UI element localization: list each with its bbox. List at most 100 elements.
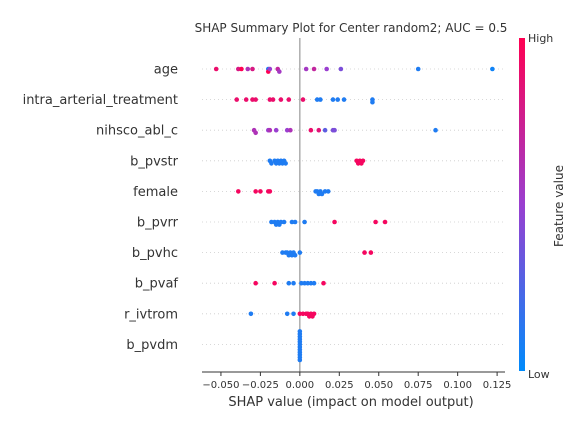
feature-label: b_pvrr	[137, 216, 179, 231]
shap-point	[284, 311, 290, 317]
shap-point	[278, 97, 284, 102]
shap-point	[324, 66, 329, 72]
colorbar-axis-label: Feature value	[552, 165, 566, 247]
shap-point	[286, 97, 292, 102]
shap-point	[258, 189, 263, 194]
shap-point	[362, 250, 367, 255]
x-tick-label: 0.025	[325, 380, 354, 391]
shap-point	[305, 280, 311, 286]
x-tick-label: 0.100	[443, 380, 472, 391]
shap-point	[382, 219, 388, 225]
shap-point	[292, 252, 298, 258]
x-axis-ticks: −0.050 −0.025 0.000 0.025 0.050 0.075 0.100 0.1…	[202, 372, 511, 391]
shap-point	[273, 127, 279, 133]
shap-point	[322, 127, 328, 133]
shap-point	[341, 97, 347, 102]
shap-point	[267, 66, 273, 72]
colorbar-low-label: Low	[528, 368, 550, 381]
colorbar-gradient	[519, 38, 525, 371]
x-tick-label: 0.075	[404, 380, 433, 391]
x-tick-label: 0.050	[364, 380, 393, 391]
shap-point	[302, 280, 307, 286]
shap-point	[330, 97, 336, 102]
shap-point	[415, 66, 421, 72]
shap-point	[368, 250, 374, 255]
shap-point	[303, 66, 309, 72]
shap-point	[311, 311, 317, 317]
x-axis-label: SHAP value (impact on model output)	[228, 395, 473, 410]
shap-point	[250, 66, 255, 72]
shap-point	[253, 280, 258, 286]
shap-point	[245, 66, 251, 72]
shap-point	[248, 311, 254, 317]
shap-point	[297, 329, 303, 334]
shap-point	[311, 66, 317, 72]
shap-point	[213, 66, 219, 72]
shap-point	[269, 161, 274, 166]
shap-point	[267, 189, 273, 194]
x-tick-label: −0.025	[242, 380, 279, 391]
shap-point	[338, 66, 344, 72]
shap-point	[291, 311, 296, 317]
shap-point	[284, 127, 290, 133]
shap-point	[300, 311, 306, 317]
shap-point	[321, 280, 326, 286]
feature-label: b_pvstr	[130, 154, 179, 169]
shap-point	[280, 250, 285, 255]
shap-point	[277, 69, 282, 74]
feature-label: nihsco_abl_c	[96, 124, 178, 139]
shap-point	[283, 161, 288, 166]
shap-point	[319, 191, 325, 197]
shap-point	[302, 219, 307, 225]
shap-point	[236, 189, 241, 194]
shap-point	[332, 127, 337, 133]
shap-point	[278, 219, 284, 225]
feature-label: b_pvdm	[126, 338, 178, 353]
feature-label: b_pvhc	[132, 246, 178, 261]
colorbar: High Low Feature value	[519, 32, 566, 381]
shap-point	[490, 66, 495, 72]
shap-point	[300, 97, 306, 102]
shap-point	[267, 97, 273, 102]
shap-point	[243, 97, 249, 102]
shap-point	[270, 97, 276, 102]
shap-point	[286, 280, 292, 286]
shap-points	[213, 66, 495, 363]
shap-point	[236, 66, 241, 72]
shap-point	[281, 219, 287, 225]
shap-point	[308, 280, 314, 286]
shap-point	[433, 127, 438, 133]
x-tick-label: 0.000	[286, 380, 315, 391]
x-tick-label: 0.125	[483, 380, 512, 391]
shap-point	[297, 250, 303, 255]
feature-rows: age intra_arterial_treatment nihsco_abl_cb…	[23, 63, 505, 353]
colorbar-high-label: High	[528, 32, 553, 45]
shap-point	[253, 189, 258, 194]
shap-point	[332, 219, 337, 225]
shap-point	[234, 97, 240, 102]
shap-point	[292, 219, 298, 225]
shap-point	[299, 280, 304, 286]
shap-point	[289, 219, 295, 225]
shap-point	[311, 280, 317, 286]
shap-point	[267, 127, 273, 133]
shap-point	[269, 219, 274, 225]
shap-point	[360, 158, 366, 164]
shap-point	[308, 127, 314, 133]
shap-point	[272, 280, 277, 286]
shap-point	[297, 311, 303, 317]
feature-label: b_pvaf	[135, 277, 179, 292]
shap-point	[297, 357, 303, 363]
shap-point	[370, 99, 375, 105]
feature-label: intra_arterial_treatment	[23, 93, 178, 108]
shap-point	[335, 97, 341, 102]
shap-point	[318, 97, 323, 102]
feature-label: female	[133, 185, 178, 200]
shap-point	[288, 127, 293, 133]
shap-point	[316, 127, 322, 133]
shap-point	[291, 280, 296, 286]
shap-point	[325, 189, 331, 194]
shap-point	[373, 219, 378, 225]
shap-point	[250, 97, 255, 102]
